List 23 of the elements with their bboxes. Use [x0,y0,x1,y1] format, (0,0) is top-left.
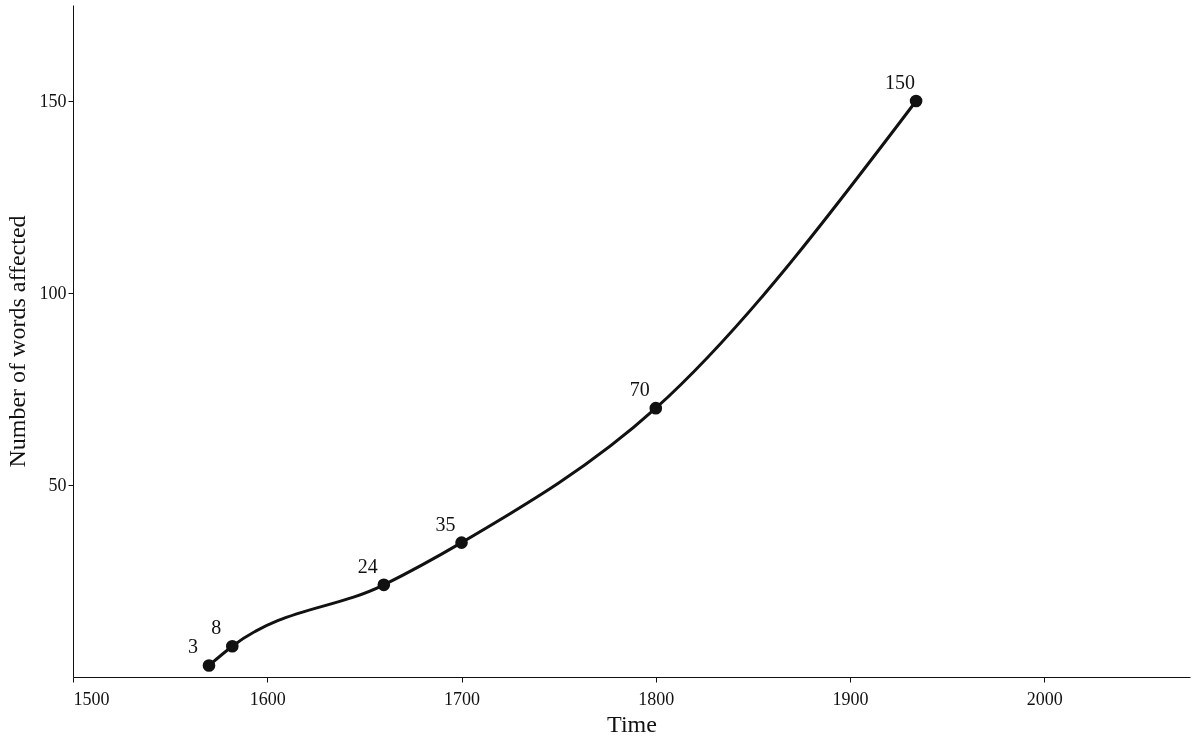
point [455,536,468,549]
data-label: 24 [357,554,378,577]
x-tick-label: 1500 [73,688,110,709]
data-label: 8 [211,616,222,639]
y-tick-label: 100 [39,282,67,303]
point [202,659,216,672]
x-axis-title: Time [607,710,657,737]
data-label: 70 [629,378,650,401]
y-tick-label: 50 [48,474,67,495]
data-label: 150 [885,71,916,93]
point [909,94,923,108]
point [649,401,663,415]
y-tick-label: 150 [39,90,67,111]
point [225,639,239,653]
x-tick-label: 1800 [638,688,675,709]
x-tick-label: 1700 [444,688,481,709]
y-axis-title: Number of words affected [3,215,30,468]
x-tick-label: 2000 [1026,688,1063,709]
data-label: 35 [435,512,456,535]
x-tick-label: 1600 [249,688,286,709]
x-tick-label: 1900 [832,688,869,709]
point [377,578,391,592]
data-label: 3 [187,635,198,658]
